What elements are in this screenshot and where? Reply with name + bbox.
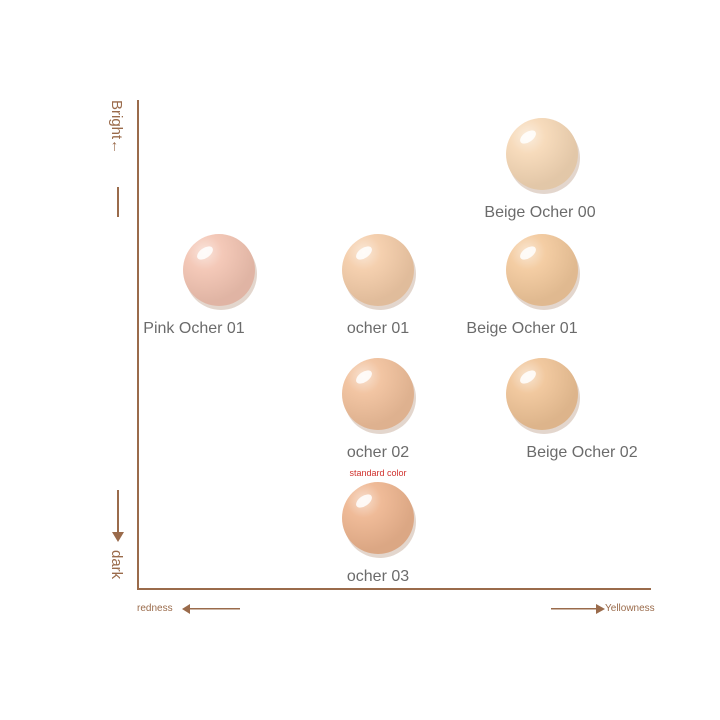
shade-swatch bbox=[342, 358, 416, 434]
shade-swatch bbox=[183, 234, 257, 310]
shade-swatch bbox=[342, 234, 416, 310]
y-axis-top-tick bbox=[117, 187, 119, 217]
x-axis-right-label: Yellowness bbox=[605, 603, 655, 614]
swatch-highlight bbox=[197, 246, 213, 260]
swatch-shine bbox=[342, 234, 414, 306]
shade-note: standard color bbox=[349, 468, 407, 478]
shade-label: ocher 01 bbox=[346, 320, 410, 337]
swatch-shine bbox=[506, 358, 578, 430]
x-axis-left-label: redness bbox=[137, 603, 173, 614]
shade-swatch bbox=[506, 234, 580, 310]
y-axis-top-label: Bright← bbox=[108, 100, 125, 155]
shade-label: Beige Ocher 00 bbox=[484, 204, 596, 221]
shade-label: Beige Ocher 02 bbox=[526, 444, 638, 461]
y-axis-bottom-arrow-line bbox=[117, 490, 119, 534]
shade-swatch bbox=[506, 358, 580, 434]
down-arrow-icon bbox=[112, 532, 124, 542]
swatch-shine bbox=[183, 234, 255, 306]
shade-label: Beige Ocher 01 bbox=[466, 320, 578, 337]
swatch-highlight bbox=[520, 130, 536, 144]
swatch-highlight bbox=[356, 494, 372, 508]
swatch-shine bbox=[342, 358, 414, 430]
swatch-highlight bbox=[520, 246, 536, 260]
x-axis bbox=[137, 588, 651, 590]
shade-label: ocher 02 bbox=[346, 444, 410, 461]
shade-swatch bbox=[506, 118, 580, 194]
right-arrow-icon bbox=[551, 604, 605, 614]
shade-swatch bbox=[342, 482, 416, 558]
y-axis-bottom-label: dark bbox=[108, 550, 125, 580]
swatch-highlight bbox=[356, 370, 372, 384]
swatch-shine bbox=[506, 118, 578, 190]
shade-label: ocher 03 bbox=[346, 568, 410, 585]
swatch-shine bbox=[342, 482, 414, 554]
y-axis bbox=[137, 100, 139, 590]
swatch-highlight bbox=[520, 370, 536, 384]
shade-label: Pink Ocher 01 bbox=[143, 320, 245, 337]
left-arrow-icon bbox=[182, 604, 240, 614]
swatch-shine bbox=[506, 234, 578, 306]
swatch-highlight bbox=[356, 246, 372, 260]
